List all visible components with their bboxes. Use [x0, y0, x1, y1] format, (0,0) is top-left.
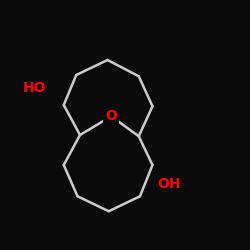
- Text: O: O: [105, 109, 117, 123]
- Text: HO: HO: [23, 80, 46, 94]
- Text: OH: OH: [158, 177, 181, 191]
